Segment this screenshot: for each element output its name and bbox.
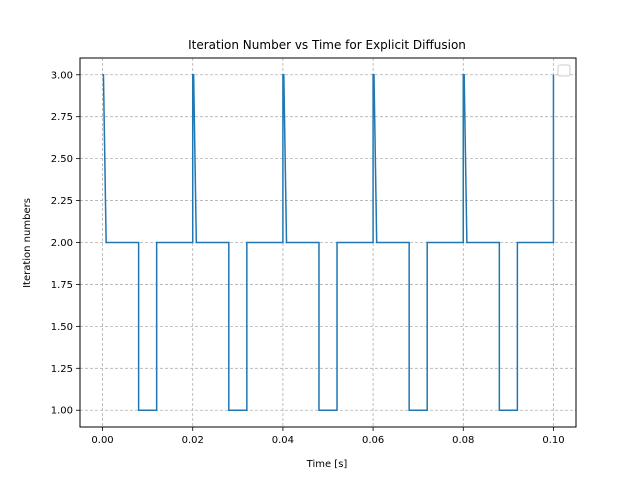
y-axis: 1.00 1.25 1.50 1.75 2.00 2.25 2.50 2.75 3.00	[51, 70, 80, 417]
x-tick-label-3: 0.06	[362, 435, 384, 446]
chart-title: Iteration Number vs Time for Explicit Di…	[188, 38, 466, 52]
y-tick-label-7: 2.75	[51, 112, 73, 123]
x-tick-label-0: 0.00	[91, 435, 113, 446]
x-axis: 0.00 0.02 0.04 0.06 0.08 0.10	[91, 427, 565, 446]
x-tick-label-2: 0.04	[272, 435, 294, 446]
y-tick-label-8: 3.00	[51, 70, 73, 81]
y-tick-label-2: 1.50	[51, 322, 73, 333]
legend-box	[557, 64, 571, 77]
y-tick-label-3: 1.75	[51, 280, 73, 291]
x-axis-label: Time [s]	[306, 459, 348, 470]
series-line	[102, 74, 555, 411]
y-tick-label-6: 2.50	[51, 154, 73, 165]
y-tick-label-5: 2.25	[51, 196, 73, 207]
y-tick-label-4: 2.00	[51, 238, 73, 249]
x-tick-label-4: 0.08	[452, 435, 474, 446]
x-tick-label-1: 0.02	[182, 435, 204, 446]
y-axis-label: Iteration numbers	[22, 198, 33, 288]
x-tick-label-5: 0.10	[542, 435, 564, 446]
y-tick-label-0: 1.00	[51, 406, 73, 417]
y-tick-label-1: 1.25	[51, 364, 73, 375]
